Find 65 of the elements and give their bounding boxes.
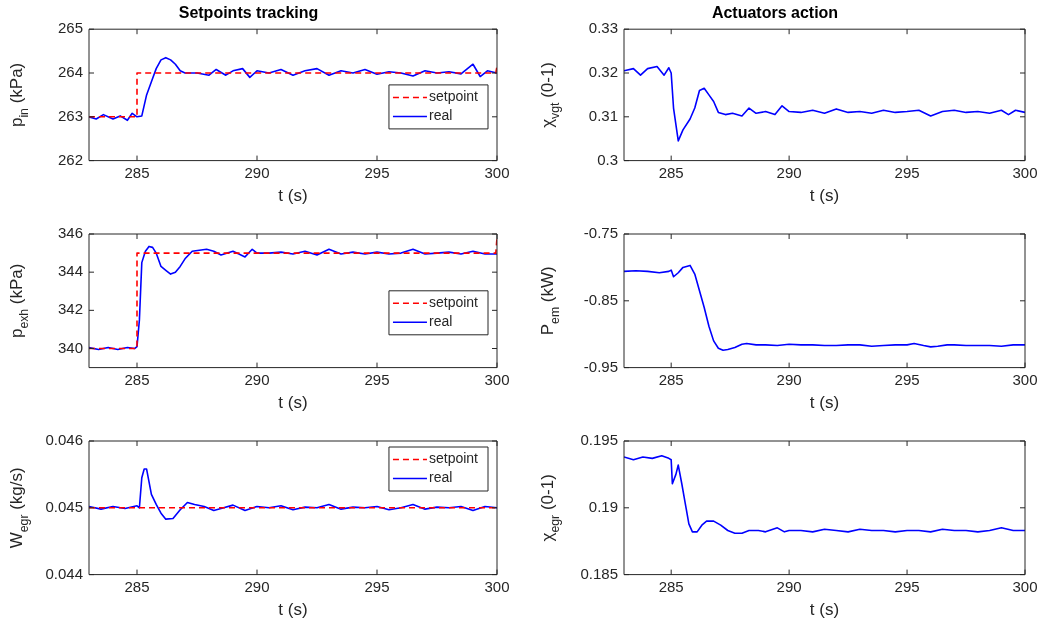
x-tick-label: 295	[364, 163, 390, 181]
x-tick-label: 285	[124, 577, 150, 595]
y-axis-title: pin (kPa)	[7, 62, 31, 128]
y-axis-title: χvgt (0-1)	[538, 61, 562, 128]
x-tick-label: 300	[484, 370, 510, 388]
x-tick-label: 295	[364, 577, 390, 595]
x-tick-label: 285	[658, 577, 684, 595]
y-tick-label: 0.32	[588, 63, 618, 81]
x-tick-label: 300	[484, 163, 510, 181]
y-tick-label: 346	[57, 224, 83, 242]
legend-label: real	[428, 469, 453, 486]
y-tick-label: -0.95	[583, 357, 618, 375]
y-tick-label: 0.19	[588, 497, 618, 515]
x-tick-label: 300	[1012, 370, 1038, 388]
legend-label: setpoint	[428, 294, 479, 311]
x-axis-title: t (s)	[809, 186, 840, 206]
legend-label: real	[428, 313, 453, 330]
y-axis-title: Pem (kW)	[538, 266, 562, 336]
y-axis-title: χegr (0-1)	[538, 474, 562, 542]
y-tick-label: 262	[57, 150, 83, 168]
x-tick-label: 290	[244, 163, 270, 181]
x-axis-title: t (s)	[278, 393, 308, 413]
x-tick-label: 300	[1012, 577, 1038, 595]
x-tick-label: 295	[894, 163, 920, 181]
x-tick-label: 295	[894, 577, 920, 595]
x-axis-title: t (s)	[278, 600, 308, 620]
y-tick-label: 0.044	[45, 564, 83, 582]
x-tick-label: 300	[1012, 163, 1038, 181]
y-tick-label: 0.31	[588, 106, 618, 124]
x-axis-title: t (s)	[809, 393, 840, 413]
x-tick-label: 290	[244, 370, 270, 388]
y-tick-label: -0.85	[583, 290, 618, 308]
legend-label: real	[428, 107, 453, 124]
y-tick-label: 0.3	[597, 150, 618, 168]
x-tick-label: 290	[244, 577, 270, 595]
legend-label: setpoint	[428, 450, 479, 467]
x-axis-title: t (s)	[278, 186, 308, 206]
x-tick-label: 285	[658, 370, 684, 388]
y-tick-label: 0.33	[588, 19, 618, 37]
y-tick-label: 265	[57, 19, 83, 37]
x-tick-label: 290	[776, 577, 802, 595]
y-tick-label: 264	[57, 63, 83, 81]
y-tick-label: 263	[57, 106, 83, 124]
x-tick-label: 285	[658, 163, 684, 181]
y-axis-title: pexh (kPa)	[7, 263, 31, 339]
y-tick-label: 0.195	[580, 431, 618, 449]
y-tick-label: -0.75	[583, 224, 618, 242]
chart-title: Actuators action	[711, 4, 839, 22]
x-tick-label: 300	[484, 577, 510, 595]
legend-label: setpoint	[428, 88, 479, 105]
x-tick-label: 285	[124, 163, 150, 181]
x-tick-label: 285	[124, 370, 150, 388]
chart-title: Setpoints tracking	[178, 4, 319, 22]
y-tick-label: 342	[57, 300, 83, 318]
y-tick-label: 0.045	[45, 497, 83, 515]
x-tick-label: 290	[776, 163, 802, 181]
y-tick-label: 344	[57, 262, 83, 280]
x-tick-label: 290	[776, 370, 802, 388]
y-axis-title: Wegr (kg/s)	[7, 467, 31, 549]
x-axis-title: t (s)	[809, 600, 840, 620]
x-tick-label: 295	[364, 370, 390, 388]
y-tick-label: 0.046	[45, 431, 83, 449]
y-tick-label: 0.185	[580, 564, 618, 582]
x-tick-label: 295	[894, 370, 920, 388]
y-tick-label: 340	[57, 338, 83, 356]
